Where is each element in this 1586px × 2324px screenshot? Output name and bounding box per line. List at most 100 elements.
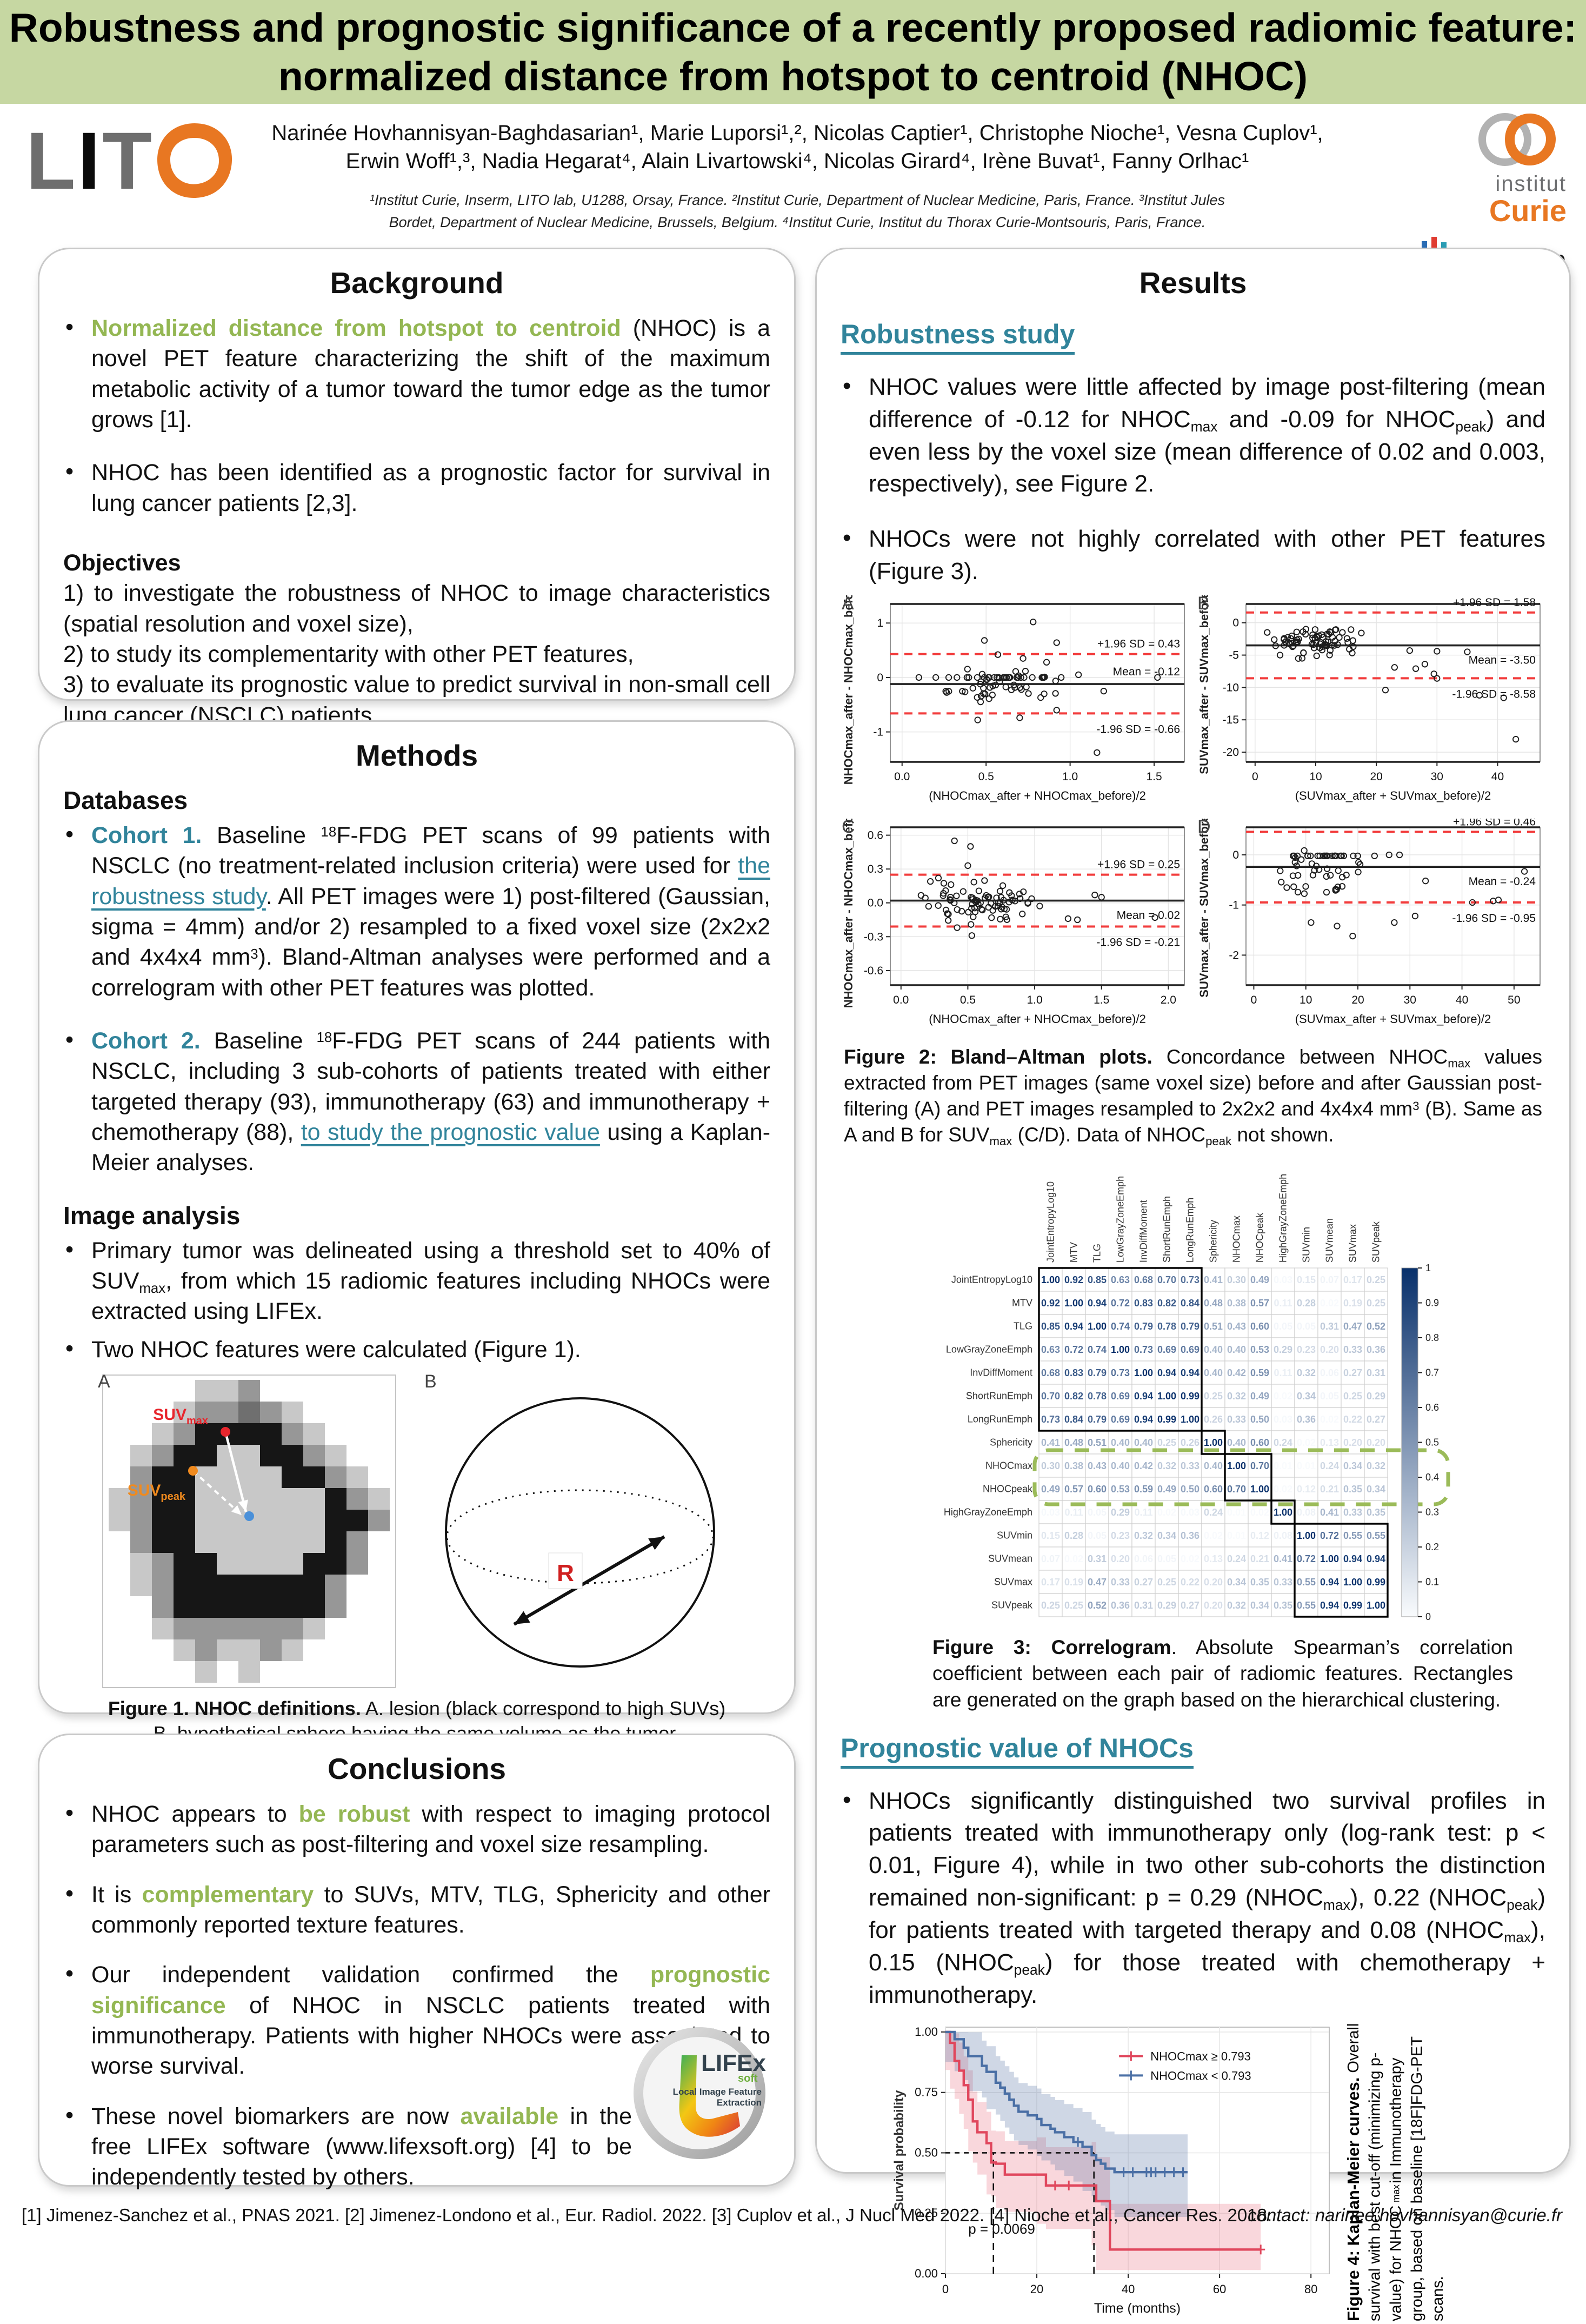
svg-text:0.05: 0.05 (1087, 1507, 1106, 1518)
svg-text:0.33: 0.33 (1180, 1460, 1199, 1471)
svg-text:0.78: 0.78 (1157, 1321, 1176, 1332)
svg-text:-5: -5 (1229, 649, 1239, 662)
svg-text:SUVmax_after - SUVmax_before: SUVmax_after - SUVmax_before (1197, 595, 1211, 774)
svg-text:0.32: 0.32 (1157, 1460, 1176, 1471)
svg-text:0.07: 0.07 (1041, 1553, 1059, 1564)
svg-text:0.57: 0.57 (1064, 1484, 1083, 1495)
svg-text:0.30: 0.30 (1227, 1274, 1245, 1285)
svg-text:2.0: 2.0 (1161, 994, 1176, 1006)
svg-text:0.0: 0.0 (868, 897, 883, 909)
ia1-sub: max (139, 1280, 166, 1296)
svg-text:0.94: 0.94 (1366, 1553, 1385, 1564)
image-analysis-heading: Image analysis (63, 1201, 241, 1230)
bland-altman-panel-c: C +1.96 SD = 0.25 Mean = 0.02 -1.96 SD = -… (839, 805, 1191, 1037)
svg-text:0.32: 0.32 (1366, 1460, 1385, 1471)
svg-text:0.31: 0.31 (1134, 1600, 1152, 1611)
bland-altman-panel-d: D +1.96 SD = 0.46 Mean = -0.24 -1.96 SD = … (1195, 815, 1547, 1037)
svg-text:0.01: 0.01 (1296, 1460, 1315, 1471)
svg-text:0.85: 0.85 (1087, 1274, 1106, 1285)
cohort-1-t3: . All PET images were 1) post-filtered (… (91, 883, 770, 971)
svg-text:0.55: 0.55 (1296, 1577, 1315, 1588)
svg-text:MTV: MTV (1068, 1242, 1079, 1263)
svg-text:0.33: 0.33 (1227, 1414, 1245, 1425)
svg-text:0.92: 0.92 (1064, 1274, 1083, 1285)
svg-text:MTV: MTV (1012, 1298, 1032, 1309)
affiliations: ¹Institut Curie, Inserm, LITO lab, U1288… (270, 189, 1324, 233)
svg-text:10: 10 (1309, 771, 1322, 783)
svg-text:20: 20 (1030, 2282, 1043, 2296)
svg-text:0.40: 0.40 (1203, 1367, 1222, 1378)
svg-text:1.00: 1.00 (1250, 1484, 1269, 1495)
svg-text:0.17: 0.17 (1041, 1577, 1059, 1588)
lifex-soft-label: soft (738, 2073, 758, 2084)
figure-3: JointEntropyLog10 JointEntropyLog10 MTV MTV… (841, 1158, 1545, 1627)
svg-text:0.41: 0.41 (1203, 1274, 1222, 1285)
svg-text:+1.96 SD = 0.25: +1.96 SD = 0.25 (1097, 859, 1180, 871)
svg-text:0.40: 0.40 (1110, 1437, 1129, 1448)
fig2cap-sub1: max (1448, 1056, 1471, 1070)
lifex-logo: LIFEx soft Local Image Feature Extractio… (632, 2026, 767, 2163)
cohort-1-sup: 18 (321, 825, 337, 840)
svg-text:0.79: 0.79 (1180, 1321, 1199, 1332)
background-section: Background Normalized distance from hots… (38, 248, 796, 728)
figure-3-caption: Figure 3: Correlogram. Absolute Spearman… (932, 1635, 1513, 1712)
svg-text:1.0: 1.0 (1027, 994, 1042, 1006)
svg-text:0.43: 0.43 (1227, 1321, 1245, 1332)
svg-text:0.35: 0.35 (1343, 1484, 1362, 1495)
svg-text:0.40: 0.40 (1227, 1344, 1245, 1355)
pb-t4: ), 0.15 (NHOC (869, 1916, 1545, 1976)
conclusion-1: NHOC appears to be robust with respect t… (63, 1798, 770, 1860)
svg-text:Survival probability: Survival probability (892, 2090, 907, 2210)
svg-text:0.36: 0.36 (1180, 1530, 1199, 1541)
contact-email[interactable]: contact: narinee.hovhannisyan@curie.fr (1248, 2205, 1562, 2225)
svg-text:0.03: 0.03 (1273, 1274, 1292, 1285)
svg-text:0: 0 (1252, 771, 1258, 783)
robustness-study-link[interactable]: the robustness study (91, 853, 770, 909)
svg-text:0.31: 0.31 (1366, 1367, 1385, 1378)
poster-title-line1: Robustness and prognostic significance o… (9, 5, 1577, 50)
svg-text:0.02: 0.02 (1320, 1298, 1338, 1309)
svg-text:1.00: 1.00 (1273, 1507, 1292, 1518)
svg-text:0.05: 0.05 (1273, 1321, 1292, 1332)
svg-text:JointEntropyLog10: JointEntropyLog10 (1045, 1181, 1056, 1263)
svg-text:0.27: 0.27 (1343, 1367, 1362, 1378)
prognostic-value-link[interactable]: to study the prognostic value (301, 1119, 600, 1145)
lito-letter-t: T (102, 115, 154, 206)
svg-text:0.25: 0.25 (1064, 1600, 1083, 1611)
svg-text:0.55: 0.55 (1366, 1530, 1385, 1541)
svg-text:-1.96 SD = -0.21: -1.96 SD = -0.21 (1096, 937, 1180, 949)
svg-text:0.42: 0.42 (1134, 1460, 1152, 1471)
svg-text:1.00: 1.00 (1203, 1437, 1222, 1448)
svg-text:-1.96 SD = -8.58: -1.96 SD = -8.58 (1452, 688, 1536, 700)
svg-text:+1.96 SD = 0.46: +1.96 SD = 0.46 (1453, 819, 1536, 828)
svg-text:0.31: 0.31 (1087, 1553, 1106, 1564)
svg-text:NHOCmax: NHOCmax (1231, 1216, 1242, 1263)
svg-text:0.21: 0.21 (1320, 1484, 1338, 1495)
svg-text:0.17: 0.17 (1343, 1274, 1362, 1285)
svg-text:0.83: 0.83 (1134, 1298, 1152, 1309)
svg-text:0.40: 0.40 (1110, 1460, 1129, 1471)
svg-text:0.49: 0.49 (1041, 1484, 1059, 1495)
svg-text:0.70: 0.70 (1041, 1391, 1059, 1402)
svg-text:NHOCmax_after - NHOCmax_before: NHOCmax_after - NHOCmax_before (842, 819, 855, 1008)
curie-rings-icon (1478, 113, 1556, 166)
svg-text:0.60: 0.60 (1087, 1484, 1106, 1495)
svg-text:0.69: 0.69 (1110, 1391, 1129, 1402)
svg-text:0.60: 0.60 (1250, 1321, 1269, 1332)
svg-text:-0.3: -0.3 (864, 931, 883, 943)
svg-text:0.28: 0.28 (1064, 1530, 1083, 1541)
svg-text:InvDiffMoment: InvDiffMoment (970, 1367, 1032, 1378)
svg-text:R: R (557, 1560, 574, 1586)
svg-text:0.52: 0.52 (1087, 1600, 1106, 1611)
pb-t1: NHOCs significantly distinguished two su… (869, 1787, 1545, 1911)
bland-altman-panel-a: A +1.96 SD = 0.43 Mean = -0.12 -1.96 SD = … (839, 581, 1191, 813)
svg-text:0.99: 0.99 (1343, 1600, 1362, 1611)
svg-text:0: 0 (1232, 849, 1239, 861)
svg-text:0.27: 0.27 (1134, 1577, 1152, 1588)
svg-text:-1.96 SD = -0.66: -1.96 SD = -0.66 (1096, 723, 1180, 735)
svg-text:LowGrayZoneEmph: LowGrayZoneEmph (945, 1344, 1032, 1355)
fig1-cap-r: A. lesion (black correspond to high SUVs… (361, 1697, 726, 1719)
svg-text:1.00: 1.00 (1320, 1553, 1338, 1564)
svg-text:0.7: 0.7 (1425, 1367, 1439, 1378)
